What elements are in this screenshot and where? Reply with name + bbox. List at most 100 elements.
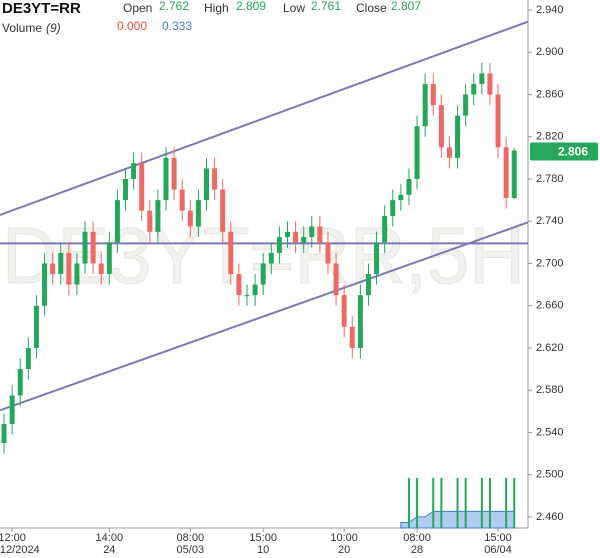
candle-body [114, 200, 120, 243]
candle-body [220, 189, 226, 232]
x-tick-label: 14:00 [96, 532, 124, 544]
x-tick-sublabel: 05/03 [177, 544, 205, 556]
candle-body [163, 157, 169, 201]
candle-body [438, 105, 444, 148]
high-label: High [204, 1, 229, 15]
candle-body [50, 263, 56, 275]
candle-body [106, 242, 112, 275]
candle-body [268, 252, 274, 264]
candle-body [446, 147, 452, 158]
candle-body [390, 200, 396, 216]
candle-body [131, 163, 137, 179]
y-tick-label: 2.820 [536, 131, 564, 143]
candle-body [74, 263, 80, 285]
candle-body [349, 326, 355, 348]
y-tick-label: 2.740 [536, 215, 564, 227]
candle-body [406, 178, 412, 195]
x-tick-sublabel: 04/12/2024 [0, 544, 40, 556]
candle-body [260, 263, 266, 285]
y-tick-label: 2.500 [536, 469, 564, 481]
x-tick-label: 08:00 [177, 532, 205, 544]
candle-body [90, 231, 96, 264]
y-tick-label: 2.780 [536, 173, 564, 185]
volume-value: 0.000 [117, 19, 147, 33]
candle-body [212, 168, 218, 190]
candle-body [382, 215, 388, 243]
candle-body [503, 147, 509, 198]
candle-body [495, 94, 501, 148]
candle-body [42, 263, 48, 306]
x-tick-sublabel: 28 [411, 544, 423, 556]
candle-body [430, 83, 436, 106]
y-tick-label: 2.860 [536, 88, 564, 100]
y-tick-label: 2.540 [536, 426, 564, 438]
last-price-label: 2.806 [558, 145, 588, 159]
candle-body [98, 263, 104, 275]
candle-body [325, 242, 331, 264]
trend-line [0, 221, 529, 412]
x-tick-label: 08:00 [403, 532, 431, 544]
candle-body [398, 194, 404, 201]
y-tick-label: 2.900 [536, 46, 564, 58]
candle-body [365, 274, 371, 296]
candle-body [204, 168, 210, 201]
candle-body [374, 242, 380, 275]
candle-body [341, 295, 347, 327]
candle-body [317, 226, 323, 243]
y-tick-label: 2.620 [536, 342, 564, 354]
y-tick-label: 2.580 [536, 384, 564, 396]
candle-body [123, 178, 129, 201]
candle-body [139, 163, 145, 211]
candle-body [244, 295, 250, 297]
open-label: Open [123, 1, 152, 15]
y-tick-label: 2.940 [536, 4, 564, 16]
candle-body [179, 189, 185, 211]
volume-label: Volume [2, 21, 42, 35]
open-value: 2.762 [159, 0, 189, 13]
low-value: 2.761 [311, 0, 341, 13]
candle-body [487, 73, 493, 95]
candle-body [333, 263, 339, 296]
candle-body [33, 305, 39, 348]
candle-body [17, 369, 23, 396]
candle-body [25, 347, 31, 370]
candle-body [58, 252, 64, 275]
candle-body [171, 157, 177, 190]
candle-body [422, 83, 428, 127]
volume-ma-value: 0.333 [162, 19, 192, 33]
candle-body [276, 237, 282, 253]
high-value: 2.809 [236, 0, 266, 13]
candle-body [228, 231, 234, 275]
candle-body [479, 73, 485, 84]
candle-body [471, 83, 477, 95]
low-label: Low [283, 1, 305, 15]
x-tick-label: 12:00 [0, 532, 26, 544]
candle-body [82, 231, 88, 264]
candle-body [463, 94, 469, 116]
y-tick-label: 2.660 [536, 300, 564, 312]
y-tick-label: 2.460 [536, 511, 564, 523]
candle-body [284, 231, 290, 238]
volume-period: (9) [46, 21, 61, 35]
candle-body [293, 231, 299, 243]
x-tick-sublabel: 24 [103, 544, 115, 556]
candle-body [187, 210, 193, 227]
close-label: Close [356, 1, 387, 15]
x-tick-label: 15:00 [249, 532, 277, 544]
x-tick-sublabel: 20 [338, 544, 350, 556]
y-tick-label: 2.700 [536, 257, 564, 269]
candle-body [1, 423, 7, 443]
candle-body [236, 274, 242, 296]
candle-body [301, 237, 307, 243]
candle-body [309, 226, 315, 238]
candle-body [455, 115, 461, 158]
close-value: 2.807 [391, 0, 421, 13]
x-tick-sublabel: 06/04 [484, 544, 512, 556]
trend-line [0, 20, 529, 216]
last-price-box [530, 142, 598, 161]
candle-body [414, 126, 420, 179]
header: DE3YT=RR Open 2.762 High 2.809 Low 2.761… [2, 0, 421, 35]
candle-body [357, 295, 363, 348]
candle-body [147, 210, 153, 232]
